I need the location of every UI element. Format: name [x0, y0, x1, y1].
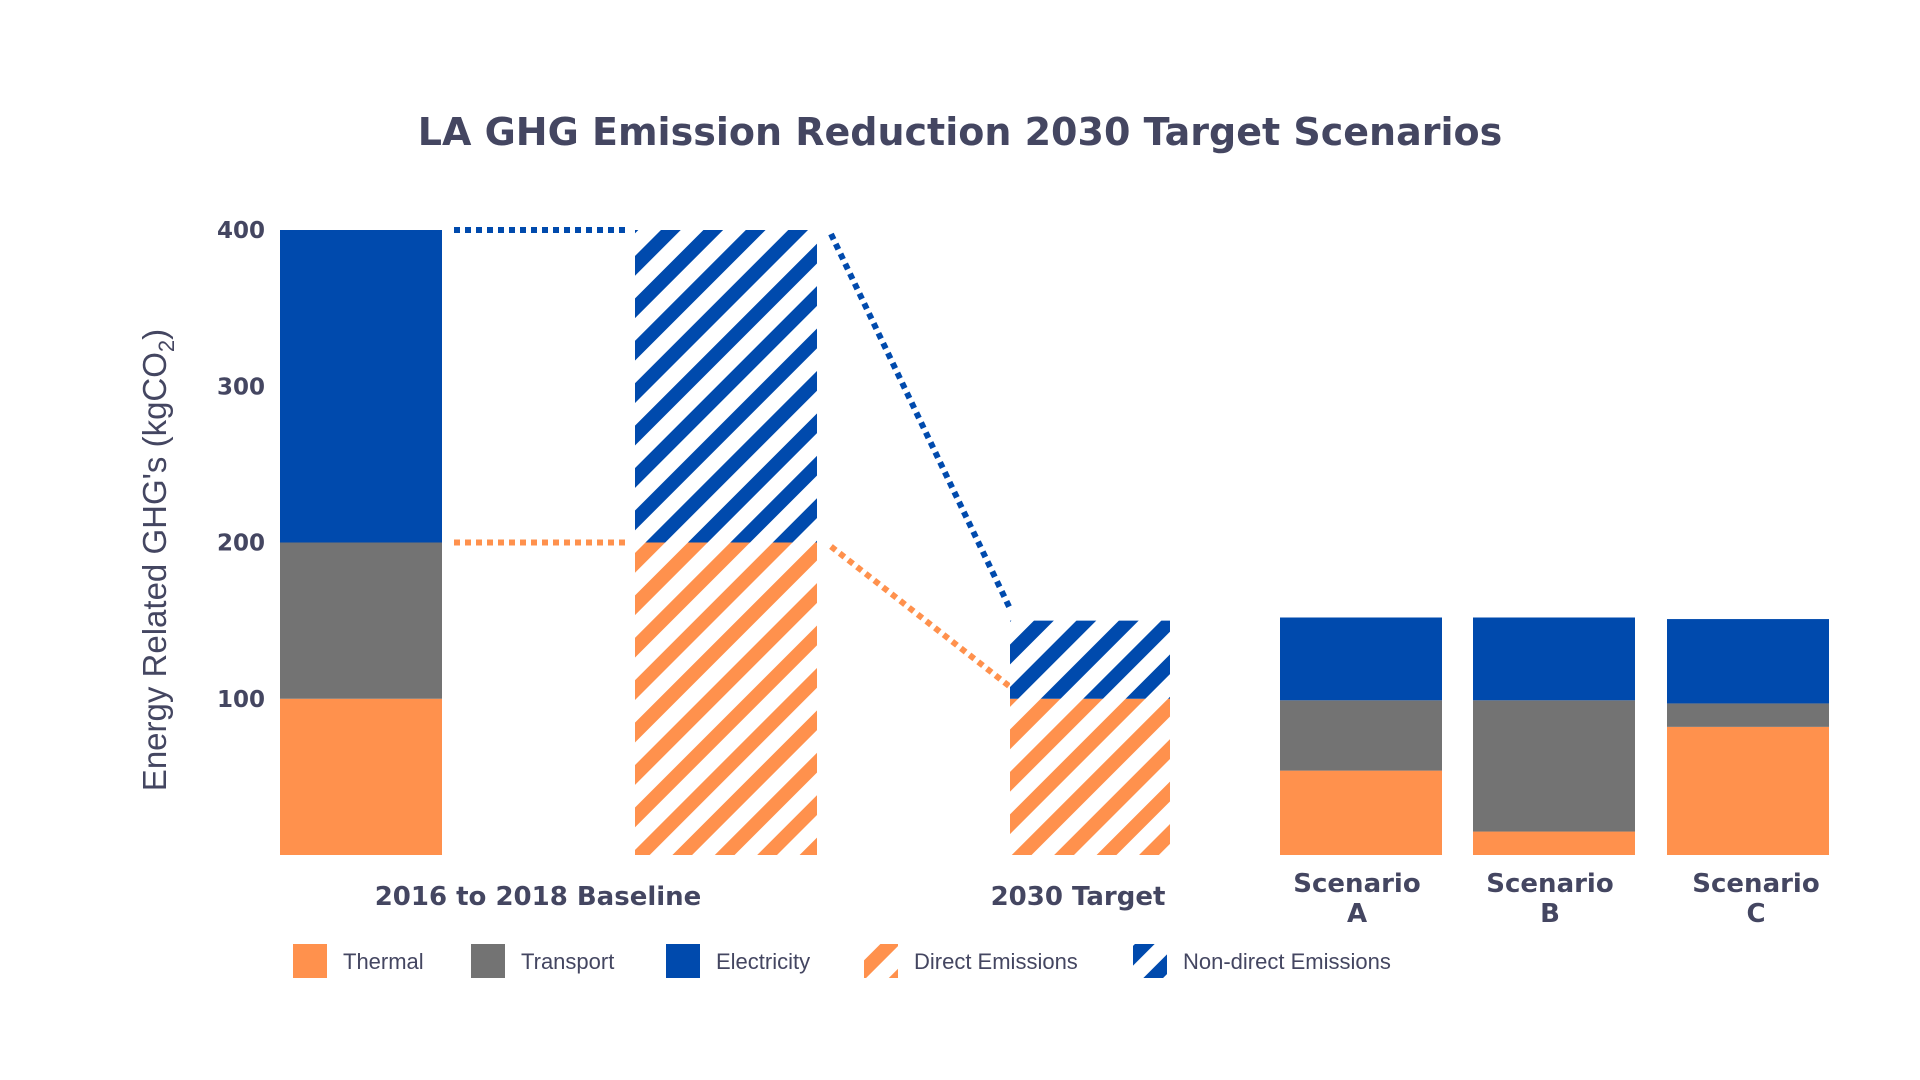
bar-scenario_b-solid [1473, 617, 1635, 855]
category-label-scenario-c: Scenario C [1692, 869, 1819, 929]
legend-item-transport: Transport [471, 944, 614, 978]
legend-swatch [666, 944, 700, 978]
category-label-line: Scenario [1293, 869, 1420, 899]
bar-segment-non-direct [1010, 620, 1170, 699]
bar-segment-thermal [1280, 770, 1442, 855]
category-label-line: Scenario [1486, 869, 1613, 899]
legend-label: Direct Emissions [914, 949, 1078, 974]
y-tick-label: 200 [217, 531, 265, 557]
bar-segment-electricity [1473, 617, 1635, 701]
y-axis-label-subscript: 2 [154, 340, 179, 352]
bar-segment-transport [1280, 700, 1442, 771]
legend-label: Non-direct Emissions [1183, 949, 1391, 974]
bar-segment-electricity [280, 230, 442, 543]
legend-item-electricity: Electricity [666, 944, 810, 978]
bar-segment-transport [1473, 700, 1635, 832]
bar-baseline-solid [280, 230, 442, 855]
bar-scenario_c-solid [1667, 619, 1829, 855]
legend-item-non-direct: Non-direct Emissions [1133, 944, 1391, 978]
legend-item-direct: Direct Emissions [864, 944, 1078, 978]
category-label-line: C [1746, 899, 1765, 929]
bar-segment-thermal [1473, 831, 1635, 855]
legend-label: Transport [521, 949, 614, 974]
bar-segment-thermal [280, 698, 442, 855]
connector-non-direct [454, 227, 1013, 610]
legend-swatch [864, 944, 898, 978]
legend: Thermal Transport Electricity Direct Emissi… [293, 944, 1391, 978]
category-label-line: 2016 to 2018 Baseline [375, 882, 702, 912]
connector-sloped-segment [829, 544, 1012, 690]
bar-segment-non-direct [635, 230, 817, 543]
bar-segment-thermal [1667, 726, 1829, 855]
bar-segment-direct [635, 542, 817, 855]
category-labels: 2016 to 2018 Baseline 2030 Target Scenario… [375, 869, 1820, 929]
bar-target-hatched [1010, 620, 1170, 855]
y-axis-label: Energy Related GHG's (kgCO2) [136, 329, 179, 791]
category-label-scenario-b: Scenario B [1486, 869, 1613, 929]
y-axis-ticks: 100 200 300 400 [217, 218, 265, 713]
bars-group [280, 230, 1829, 855]
legend-swatch [1133, 944, 1167, 978]
legend-label: Electricity [716, 949, 810, 974]
category-label-line: B [1540, 899, 1560, 929]
y-axis-label-main: Energy Related GHG's (kgCO [136, 352, 173, 791]
category-label-target: 2030 Target [991, 882, 1166, 912]
legend-swatch [293, 944, 327, 978]
connector-direct [454, 539, 1012, 690]
legend-swatch [471, 944, 505, 978]
legend-item-thermal: Thermal [293, 944, 424, 978]
bar-scenario_a-solid [1280, 617, 1442, 855]
bar-segment-direct [1010, 698, 1170, 855]
category-label-line: Scenario [1692, 869, 1819, 899]
category-label-line: A [1347, 899, 1367, 929]
bar-baseline-hatched [635, 230, 817, 855]
bar-segment-electricity [1280, 617, 1442, 701]
category-label-baseline: 2016 to 2018 Baseline [375, 882, 702, 912]
connector-sloped-segment [828, 232, 1013, 610]
legend-label: Thermal [343, 949, 424, 974]
bar-segment-electricity [1667, 619, 1829, 704]
bar-segment-transport [280, 542, 442, 699]
y-tick-label: 300 [217, 374, 265, 400]
y-tick-label: 100 [217, 687, 265, 713]
category-label-scenario-a: Scenario A [1293, 869, 1420, 929]
y-axis-label-close: ) [136, 329, 173, 340]
connector-lines [454, 227, 1013, 690]
category-label-line: 2030 Target [991, 882, 1166, 912]
bar-segment-transport [1667, 703, 1829, 727]
y-tick-label: 400 [217, 218, 265, 244]
chart-title: LA GHG Emission Reduction 2030 Target Sc… [418, 110, 1503, 154]
